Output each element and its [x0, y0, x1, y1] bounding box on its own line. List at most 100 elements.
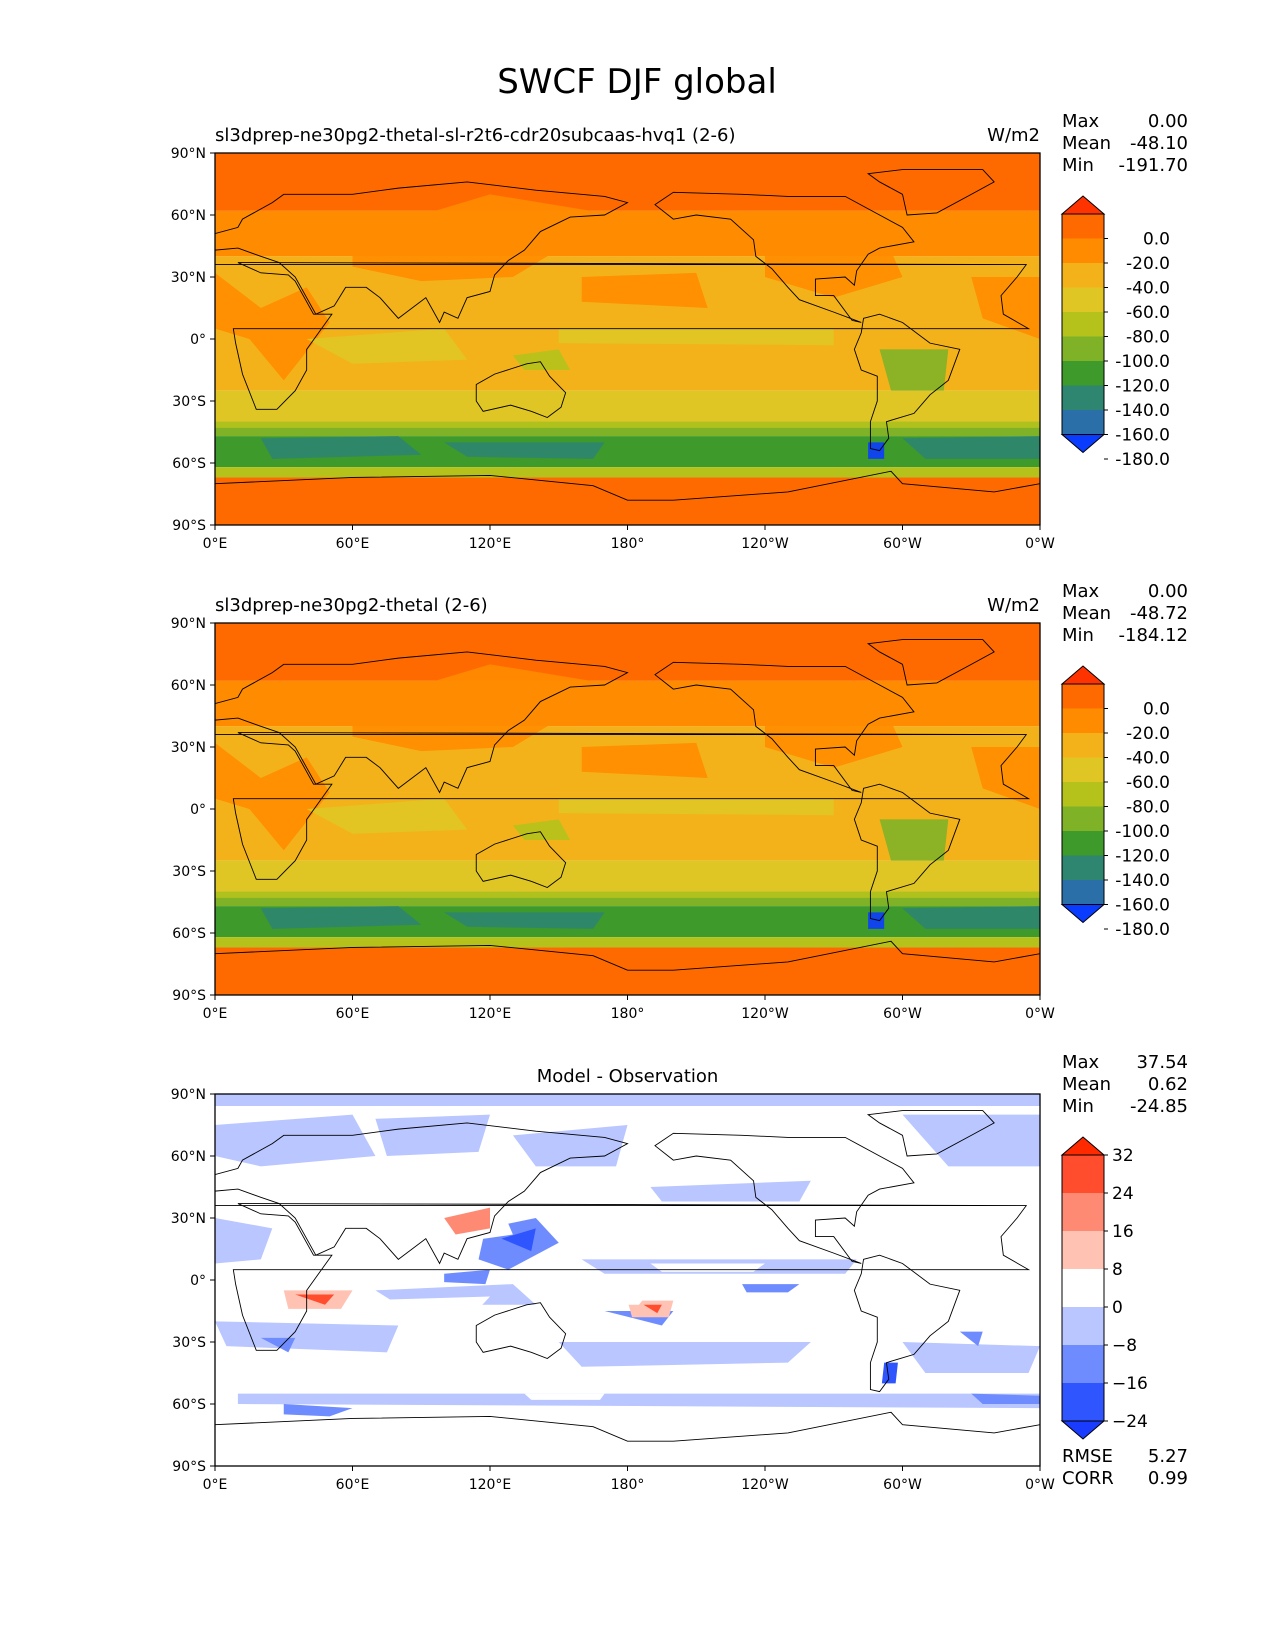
coastline-6 [215, 940, 1040, 995]
colorbar-label: −24 [1112, 1412, 1148, 1432]
colorbar-frame [1061, 683, 1105, 905]
contour-region [971, 277, 1040, 339]
contour-region [971, 1393, 1040, 1404]
contour-region [535, 1290, 651, 1305]
contour-region [306, 798, 468, 834]
colorbar-label: -40.0 [1126, 749, 1170, 769]
lon-tick-label: 60°W [883, 1006, 922, 1022]
contour-region [444, 1207, 490, 1235]
lon-tick-label: 60°E [336, 1477, 370, 1493]
colorbar-swatch [1062, 1155, 1104, 1193]
colorbar-swatch [1062, 263, 1104, 288]
colorbar-label: -120.0 [1115, 377, 1170, 397]
lat-tick-label: 0° [190, 802, 206, 818]
colorbar-label: -80.0 [1126, 328, 1170, 348]
stat-value-min: -24.85 [1130, 1096, 1188, 1117]
colorbar-extend-top [1060, 665, 1106, 685]
panel-title: Model - Observation [537, 1066, 719, 1087]
contour-region [524, 1393, 605, 1400]
lat-tick-label: 30°N [171, 1211, 206, 1227]
panel-units: W/m2 [987, 595, 1040, 616]
lon-tick-label: 0°W [1025, 1006, 1055, 1022]
contour-region [868, 442, 885, 459]
coastline-3 [654, 1132, 915, 1264]
panel-reference: 90°N 60°N 30°N 0° 30°S 60°S 90°S 0°E 60°E 120°E 18… [171, 581, 1188, 1022]
map-field [215, 1094, 1040, 1466]
contour-region [581, 742, 708, 778]
colorbar-label: -60.0 [1126, 773, 1170, 793]
contour-region [215, 742, 330, 851]
lon-tick-label: 0°W [1025, 536, 1055, 552]
lon-tick-label: 180° [611, 1006, 645, 1022]
lon-tick-label: 120°W [741, 1006, 789, 1022]
colorbar-swatch [1062, 806, 1104, 831]
coastline-0 [215, 181, 629, 324]
lat-tick-label: 0° [190, 332, 206, 348]
colorbar-swatch [1062, 287, 1104, 312]
contour-region [352, 194, 617, 282]
coastline-0 [215, 1122, 629, 1265]
lat-tick-label: 90°N [171, 616, 206, 632]
lon-tick-label: 120°W [741, 536, 789, 552]
contour-band [215, 210, 1040, 257]
colorbar-label: 0.0 [1143, 700, 1170, 720]
colorbar-swatch [1062, 684, 1104, 709]
stat-value-mean: -48.10 [1130, 133, 1188, 154]
contour-region [868, 912, 885, 929]
contour-region [581, 272, 708, 308]
coastline-1 [215, 732, 1031, 880]
contour-region [260, 906, 422, 929]
contour-region [650, 1263, 765, 1272]
colorbar-swatch [1062, 1307, 1104, 1345]
contour-region [501, 1228, 536, 1252]
colorbar-swatch [1062, 410, 1104, 435]
lat-tick-label: 60°N [171, 208, 206, 224]
contour-region [902, 906, 1040, 929]
colorbar-label: 0.0 [1143, 230, 1170, 250]
contour-region [512, 349, 571, 370]
colorbar-swatch [1062, 238, 1104, 263]
colorbar-swatch [1062, 1383, 1104, 1421]
colorbar-label: -40.0 [1126, 279, 1170, 299]
colorbar-label: -180.0 [1115, 920, 1170, 940]
colorbar-swatch [1062, 1345, 1104, 1383]
coastline-5 [866, 639, 995, 686]
lat-tick-label: 90°S [172, 1459, 206, 1475]
contour-region [902, 1342, 1040, 1373]
contour-band [215, 680, 1040, 727]
colorbar-swatch [1062, 831, 1104, 856]
stat-value-mean: 0.62 [1148, 1074, 1188, 1095]
contour-region [902, 1114, 1040, 1167]
contour-band [215, 860, 1040, 892]
contour-region [352, 1296, 490, 1311]
lat-tick-label: 0° [190, 1273, 206, 1289]
lon-tick-label: 0°E [203, 1477, 228, 1493]
panels-group: 90°N 60°N 30°N 0° 30°S 60°S 90°S 0°E 60°E 120°E 18… [171, 111, 1188, 1493]
lon-tick-label: 60°W [883, 536, 922, 552]
lon-tick-label: 60°E [336, 1006, 370, 1022]
contour-region [215, 1321, 399, 1353]
colorbar-swatch [1062, 1269, 1104, 1307]
contour-region [902, 436, 1040, 459]
colorbar-label: 0 [1112, 1298, 1123, 1318]
coastline-2 [475, 361, 567, 419]
colorbar-swatch [1062, 782, 1104, 807]
stat-label-mean: Mean [1062, 1074, 1111, 1095]
map-field [215, 153, 1040, 525]
coastline-5 [866, 169, 995, 216]
stat-value-min: -191.70 [1119, 155, 1188, 176]
contour-band [215, 153, 1040, 211]
contour-region [558, 798, 834, 816]
panel-title: sl3dprep-ne30pg2-thetal (2-6) [215, 595, 488, 616]
lat-tick-label: 30°N [171, 270, 206, 286]
colorbar-swatch [1062, 214, 1104, 239]
lat-tick-label: 30°S [172, 864, 206, 880]
contour-region [765, 695, 903, 768]
colorbar-extend-bottom [1060, 904, 1106, 924]
colorbar-label: 16 [1112, 1222, 1134, 1242]
colorbar-swatch [1062, 312, 1104, 337]
panel-title: sl3dprep-ne30pg2-thetal-sl-r2t6-cdr20sub… [215, 125, 736, 146]
lat-tick-label: 60°N [171, 678, 206, 694]
colorbar-swatch [1062, 361, 1104, 386]
